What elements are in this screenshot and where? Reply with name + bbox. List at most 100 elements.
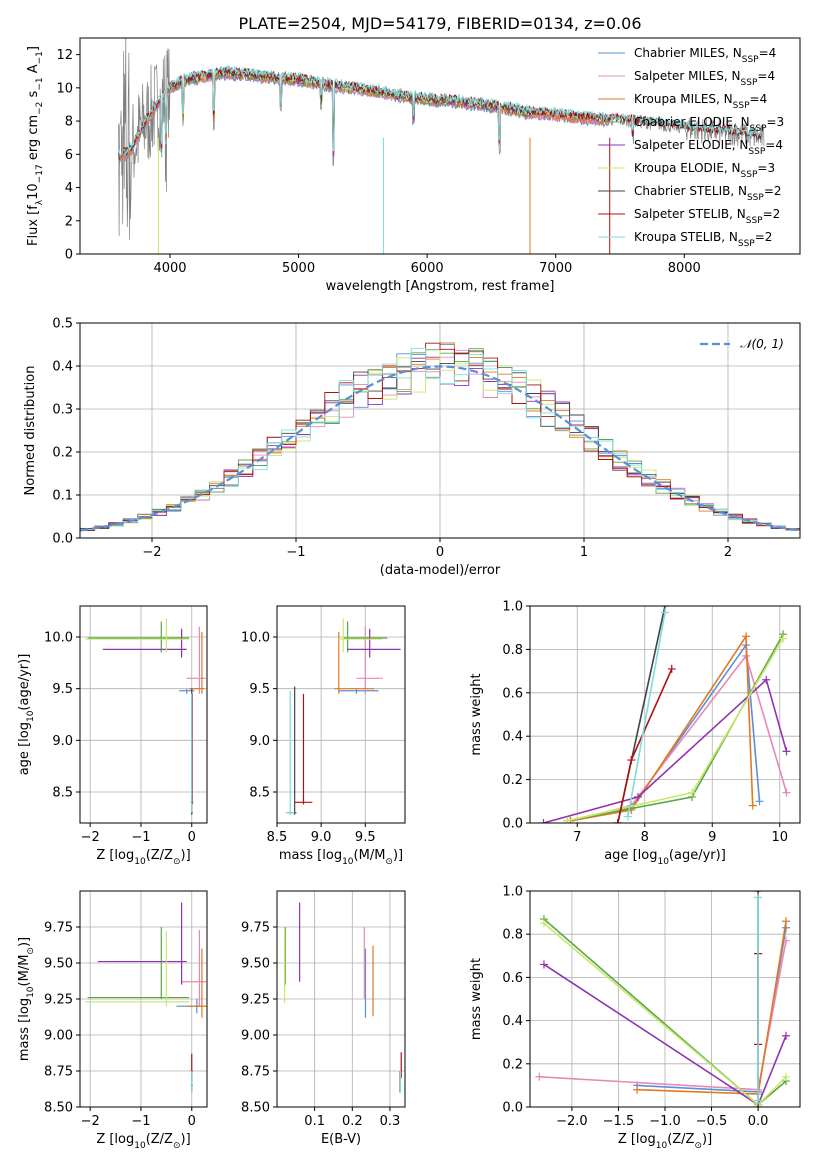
x-tick-label: −0.5 xyxy=(696,1114,728,1129)
y-tick-label: 0.8 xyxy=(502,928,523,943)
x-axis-label: Z [log10(Z/Z⊙)] xyxy=(96,1132,190,1151)
x-tick-label: 2 xyxy=(724,545,732,560)
legend-entry-label: Chabrier ELODIE, NSSP=3 xyxy=(634,115,784,134)
y-tick-label: 9.00 xyxy=(44,1029,73,1044)
mass_vs_z-points xyxy=(85,902,207,1093)
weight-marker xyxy=(634,792,642,801)
weight-line-chabrier_miles xyxy=(570,642,761,822)
y-tick-label: 9.0 xyxy=(52,734,73,749)
x-tick-label: 8.5 xyxy=(267,830,288,845)
mass_vs_ebv-panel: 0.1 0.2 0.3 8.50 8.75 9.00 9.25 9.50 9.75 E(B-V) xyxy=(241,890,406,1147)
residuals-frame xyxy=(79,322,801,539)
spectrum-legend: Chabrier MILES, NSSP=4 Salpeter MILES, NS… xyxy=(598,46,784,249)
weight-line-chabrier_elodie xyxy=(566,633,784,822)
y-axis-label: Flux [fλ10−17 erg cm−2 s−1 A−1] xyxy=(26,46,45,246)
age_vs_mass-points xyxy=(285,618,401,815)
weight_vs_z-lines xyxy=(535,891,791,1107)
y-axis-label: age [log10(age/yr)] xyxy=(17,654,36,776)
y-tick-label: 10.0 xyxy=(44,631,73,646)
x-tick-label: −2 xyxy=(142,545,161,560)
y-tick-label: 9.25 xyxy=(44,993,73,1008)
x-tick-label: −1 xyxy=(286,545,305,560)
y-tick-label: 1.0 xyxy=(502,600,523,615)
age_vs_z-points xyxy=(85,618,206,815)
x-tick-label: 0 xyxy=(188,1114,196,1129)
x-tick-label: −1.0 xyxy=(649,1114,681,1129)
legend-entry-label: Chabrier STELIB, NSSP=2 xyxy=(634,184,782,203)
weight-marker xyxy=(633,1085,642,1094)
mass_vs_ebv-frame xyxy=(276,890,406,1108)
x-tick-label: 0.1 xyxy=(304,1114,325,1129)
legend-entry-label: Salpeter MILES, NSSP=4 xyxy=(634,69,775,88)
age_vs_mass-panel: 8.5 9.0 9.5 8.5 9.0 9.5 10.0 mass [log10(M/M⊙)] xyxy=(241,605,406,867)
x-axis-label: Z [log10(Z/Z⊙)] xyxy=(96,848,190,867)
x-tick-label: 10 xyxy=(771,830,788,845)
x-axis-label: E(B-V) xyxy=(321,1132,361,1147)
weight-line-kroupa_stelib xyxy=(627,612,666,817)
y-axis-label: mass weight xyxy=(469,673,484,755)
y-axis-label: mass [log10(M/M⊙)] xyxy=(17,937,36,1061)
y-tick-label: 9.75 xyxy=(241,921,270,936)
weight-marker xyxy=(779,634,788,643)
y-tick-label: 0.5 xyxy=(52,317,73,332)
weight-marker xyxy=(688,788,696,797)
x-axis-label: wavelength [Angstrom, rest frame] xyxy=(326,279,555,294)
weight-marker xyxy=(782,1031,791,1040)
weight-marker xyxy=(782,788,791,797)
legend-entry-label: 𝒩(0, 1) xyxy=(740,337,784,351)
y-tick-label: 9.50 xyxy=(241,957,270,972)
y-tick-label: 9.50 xyxy=(44,957,73,972)
spectrum-frame xyxy=(79,37,801,255)
legend-entry-label: Kroupa MILES, NSSP=4 xyxy=(634,92,767,111)
weight-marker xyxy=(539,919,548,928)
legend-entry-label: Kroupa ELODIE, NSSP=3 xyxy=(634,161,775,180)
age_vs_z-frame xyxy=(79,605,208,824)
x-tick-label: 9.0 xyxy=(311,830,332,845)
weight-line-salpeter_miles xyxy=(539,940,787,1091)
model-spectrum-kroupa_stelib xyxy=(118,64,762,159)
legend-entry-label: Chabrier MILES, NSSP=4 xyxy=(634,46,776,65)
y-tick-label: 0 xyxy=(65,248,73,263)
x-tick-label: −2.0 xyxy=(556,1114,588,1129)
residual-histograms xyxy=(80,342,800,533)
weight-marker xyxy=(754,1096,763,1105)
weight-line-kroupa_miles xyxy=(570,633,754,822)
y-tick-label: 8.50 xyxy=(44,1101,73,1116)
x-axis-label: Z [log10(Z/Z⊙)] xyxy=(618,1132,712,1151)
weight-marker xyxy=(754,893,763,902)
y-tick-label: 8.5 xyxy=(249,786,270,801)
weight-marker xyxy=(782,1072,791,1081)
y-tick-label: 12 xyxy=(56,48,73,63)
y-tick-label: 0.6 xyxy=(502,686,523,701)
x-tick-label: −2 xyxy=(81,830,100,845)
y-tick-label: 2 xyxy=(65,214,73,229)
age_vs_z-panel: −2 −1 0 8.5 9.0 9.5 10.0 Z [log10(Z/Z⊙)] age [lo… xyxy=(17,605,208,867)
gaussian-reference-curve xyxy=(80,365,798,532)
weight_vs_z-panel: −2.0 −1.5 −1.0 −0.5 0.0 0.0 0.2 0.4 0.6 0.8 1.0 Z [… xyxy=(469,885,801,1151)
y-tick-label: 0.3 xyxy=(52,403,73,418)
weight-marker xyxy=(755,797,764,806)
weight-marker xyxy=(539,960,548,969)
spectrum-lines xyxy=(118,38,765,254)
weight-marker xyxy=(613,819,622,823)
age_vs_mass-frame xyxy=(276,605,406,824)
weight_vs_age-grid xyxy=(530,605,800,824)
y-tick-label: 0.6 xyxy=(502,971,523,986)
y-tick-label: 0.4 xyxy=(52,360,73,375)
legend-entry-label: Kroupa STELIB, NSSP=2 xyxy=(634,230,772,249)
weight-line-salpeter_elodie xyxy=(543,678,788,823)
x-tick-label: 8 xyxy=(641,830,649,845)
mass_vs_z-frame xyxy=(79,890,208,1108)
weight-marker xyxy=(667,664,676,673)
mass_vs_z-panel: −2 −1 0 8.50 8.75 9.00 9.25 9.50 9.75 Z [log10(Z/… xyxy=(17,890,208,1151)
mass_vs_ebv-grid xyxy=(277,891,405,1108)
y-tick-label: 0.4 xyxy=(502,1014,523,1029)
x-tick-label: 0 xyxy=(436,545,444,560)
legend-entry-label: Salpeter ELODIE, NSSP=4 xyxy=(634,138,783,157)
x-tick-label: 8000 xyxy=(668,261,701,276)
mass_vs_ebv-points xyxy=(283,902,402,1093)
weight_vs_age-lines xyxy=(539,606,791,823)
x-tick-label: 7 xyxy=(573,830,581,845)
y-tick-label: 0.2 xyxy=(502,1057,523,1072)
